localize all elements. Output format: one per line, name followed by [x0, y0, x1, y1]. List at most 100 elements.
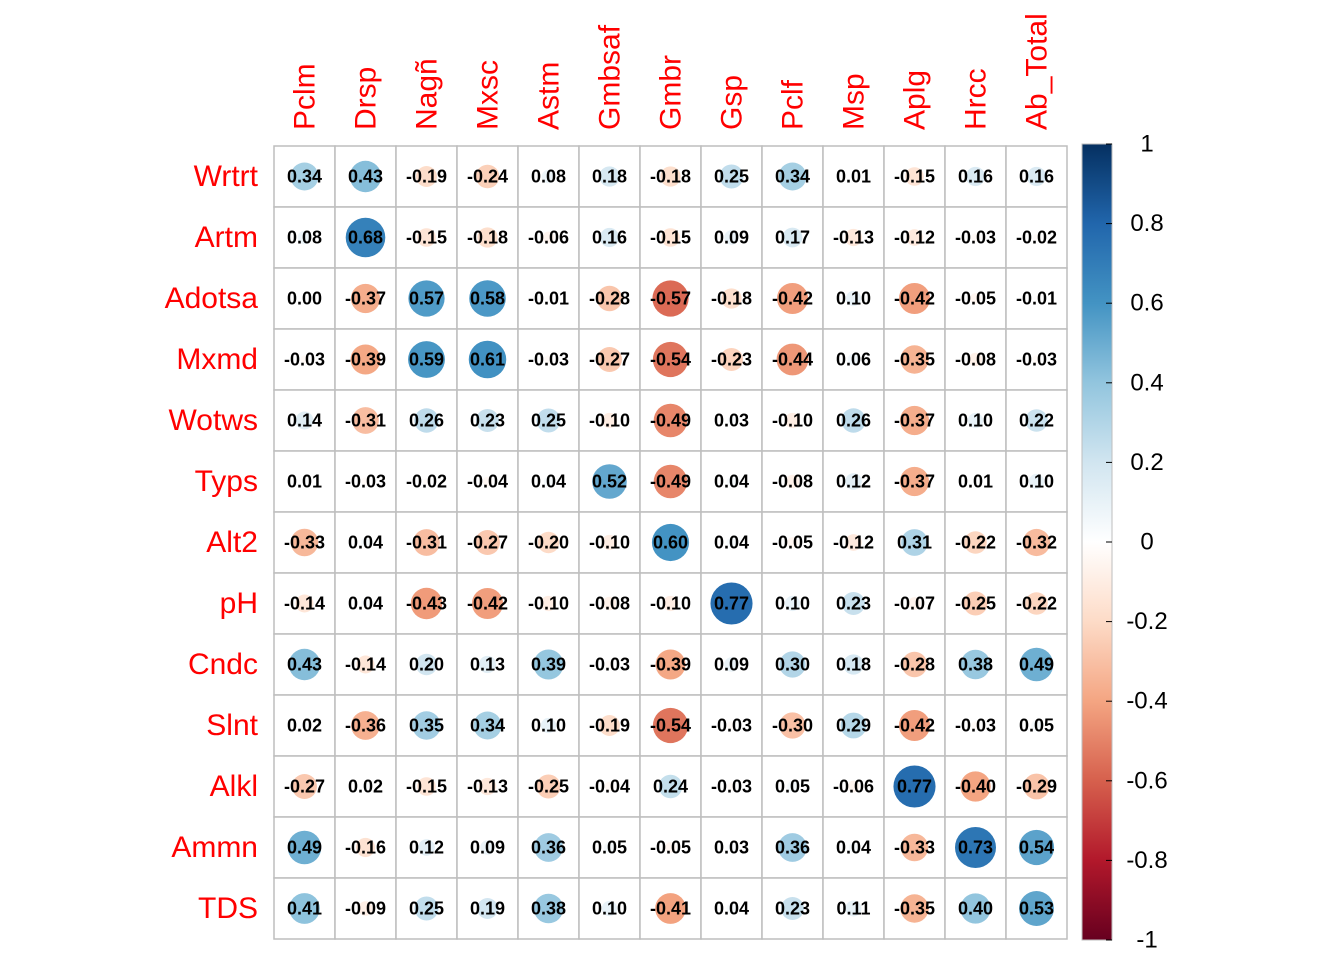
correlation-value: -0.06 — [528, 228, 569, 248]
correlation-value: 0.25 — [531, 411, 566, 431]
correlation-circle — [471, 587, 504, 620]
correlation-circle — [778, 833, 807, 862]
correlation-circle — [540, 717, 557, 734]
correlation-value: -0.43 — [406, 594, 447, 614]
row-label: pH — [220, 587, 258, 620]
correlation-value: 0.60 — [653, 533, 688, 553]
correlation-value: -0.42 — [467, 594, 508, 614]
correlation-circle — [599, 166, 620, 187]
correlation-value: -0.20 — [528, 533, 569, 553]
correlation-circle — [900, 833, 929, 862]
correlation-circle — [847, 780, 860, 793]
correlation-circle — [724, 657, 739, 672]
colorbar-tick-label: -0.2 — [1126, 608, 1167, 635]
correlation-value: 0.68 — [348, 228, 383, 248]
cell — [761, 450, 824, 513]
correlation-circle — [536, 774, 561, 799]
correlation-circle — [601, 900, 618, 917]
correlation-circle — [960, 649, 991, 680]
correlation-circle — [350, 283, 381, 314]
correlation-value: 0.43 — [348, 167, 383, 187]
correlation-value: 0.54 — [1019, 838, 1054, 858]
correlation-value: 0.38 — [531, 899, 566, 919]
correlation-circle — [537, 531, 560, 554]
correlation-circle — [475, 164, 500, 189]
correlation-circle — [662, 595, 679, 612]
correlation-circle — [475, 530, 500, 555]
correlation-value: -0.03 — [528, 350, 569, 370]
correlation-circle — [1026, 166, 1047, 187]
correlation-circle — [653, 464, 688, 499]
colorbar-tick-label: -0.8 — [1126, 847, 1167, 874]
correlation-circle — [412, 711, 441, 740]
column-label: Drsp — [350, 67, 383, 130]
correlation-value: 0.05 — [592, 838, 627, 858]
correlation-circle — [719, 347, 744, 372]
correlation-value: -0.23 — [711, 350, 752, 370]
correlation-value: 0.02 — [287, 716, 322, 736]
correlation-value: -0.03 — [955, 716, 996, 736]
correlation-value: 0.16 — [958, 167, 993, 187]
correlation-value: -0.13 — [467, 777, 508, 797]
correlation-circle — [352, 407, 379, 434]
correlation-circle — [423, 478, 430, 485]
correlation-value: -0.41 — [650, 899, 691, 919]
cell — [944, 206, 1007, 269]
correlation-value: 0.22 — [1019, 411, 1054, 431]
correlation-circle — [1033, 234, 1040, 241]
correlation-circle — [289, 893, 320, 924]
correlation-value: -0.25 — [955, 594, 996, 614]
correlation-value: -0.09 — [345, 899, 386, 919]
correlation-value: -0.25 — [528, 777, 569, 797]
column-label: Mxsc — [472, 60, 505, 130]
cell — [395, 389, 458, 452]
correlation-value: 0.04 — [348, 594, 383, 614]
correlation-value: -0.08 — [955, 350, 996, 370]
correlation-value: -0.37 — [345, 289, 386, 309]
correlation-value: -0.03 — [955, 228, 996, 248]
correlation-circle — [776, 282, 809, 315]
correlation-value: 0.23 — [836, 594, 871, 614]
correlation-value: 0.09 — [470, 838, 505, 858]
correlation-value: 0.13 — [470, 655, 505, 675]
correlation-value: 0.04 — [714, 533, 749, 553]
correlation-value: -0.22 — [1016, 594, 1057, 614]
correlation-value: -0.49 — [650, 472, 691, 492]
column-label: Aplg — [899, 70, 932, 130]
correlation-value: 0.10 — [836, 289, 871, 309]
correlation-value: -0.30 — [772, 716, 813, 736]
correlation-circle — [787, 781, 798, 792]
correlation-circle — [292, 774, 317, 799]
correlation-value: -0.35 — [894, 899, 935, 919]
color-legend: 1 0.8 0.6 0.4 0.2 0 -0.2 -0.4 -0.6 -0.8 -1 — [1081, 131, 1168, 954]
correlation-circle — [954, 826, 997, 869]
correlation-value: 0.19 — [470, 899, 505, 919]
correlation-value: 0.30 — [775, 655, 810, 675]
colorbar-tick-label: 0 — [1140, 529, 1153, 556]
correlation-value: -0.42 — [894, 289, 935, 309]
correlation-value: -0.22 — [955, 533, 996, 553]
correlation-circle — [970, 293, 981, 304]
correlation-circle — [544, 355, 553, 364]
correlation-value: -0.04 — [467, 472, 508, 492]
correlation-value: 0.00 — [287, 289, 322, 309]
correlation-value: -0.03 — [1016, 350, 1057, 370]
correlation-circle — [900, 894, 929, 923]
row-label: Typs — [195, 465, 258, 498]
correlation-circle — [710, 582, 753, 625]
correlation-circle — [361, 477, 370, 486]
correlation-circle — [482, 476, 493, 487]
correlation-value: 0.23 — [775, 899, 810, 919]
correlation-value: 0.58 — [470, 289, 505, 309]
correlation-value: -0.27 — [467, 533, 508, 553]
correlation-value: -0.05 — [772, 533, 813, 553]
correlation-circle — [847, 353, 860, 366]
correlation-value: -0.01 — [528, 289, 569, 309]
correlation-value: 0.17 — [775, 228, 810, 248]
correlation-circle — [900, 345, 929, 374]
correlation-value: -0.15 — [650, 228, 691, 248]
correlation-circle — [658, 774, 683, 799]
correlation-value: -0.14 — [284, 594, 325, 614]
correlation-value: -0.10 — [589, 533, 630, 553]
correlation-circle — [478, 777, 497, 796]
